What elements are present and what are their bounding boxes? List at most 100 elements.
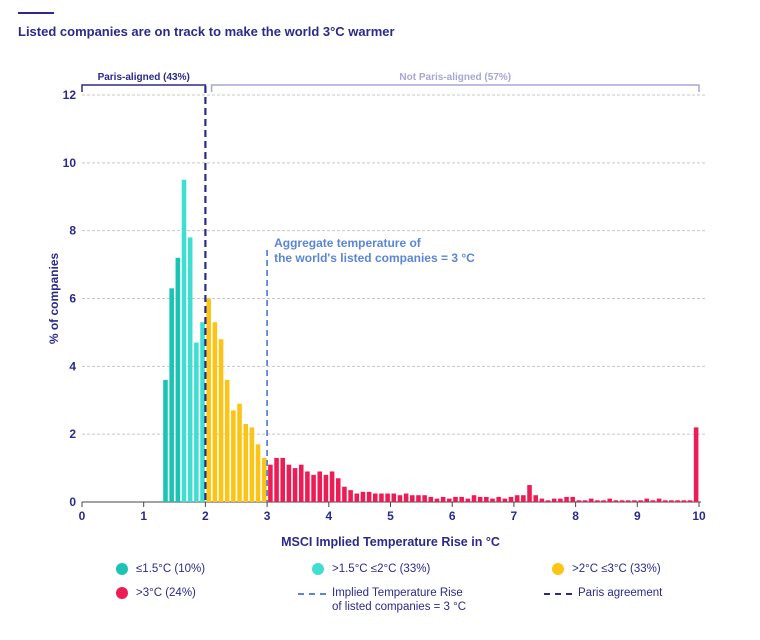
bar	[317, 471, 323, 502]
bar	[335, 478, 341, 502]
legend-swatch	[298, 593, 326, 595]
bar	[311, 474, 316, 502]
x-tick-label: 6	[449, 509, 456, 523]
legend-swatch	[552, 563, 564, 575]
bar	[298, 464, 304, 502]
bar	[372, 493, 378, 502]
bar	[323, 474, 329, 502]
bar	[249, 427, 255, 502]
y-tick-label: 0	[69, 495, 76, 509]
bar	[261, 457, 267, 502]
bar	[206, 298, 211, 502]
x-tick-label: 0	[79, 509, 86, 523]
legend-swatch	[544, 593, 572, 595]
bar	[348, 490, 353, 502]
bar	[539, 498, 545, 502]
bar	[656, 498, 662, 502]
bar	[366, 491, 372, 502]
y-tick-label: 4	[69, 359, 76, 373]
bar	[650, 500, 656, 502]
bar	[280, 457, 286, 502]
bar	[274, 457, 279, 502]
bar	[385, 493, 390, 502]
not-paris-aligned-bracket	[210, 84, 700, 92]
bar	[490, 498, 495, 502]
legend-label: Implied Temperature Rise of listed compa…	[332, 587, 467, 613]
y-tick-label: 10	[63, 156, 77, 170]
x-tick-label: 8	[572, 509, 579, 523]
bar	[514, 495, 520, 502]
legend-label: ≤1.5°C (10%)	[136, 563, 206, 575]
legend-label: Paris agreement	[578, 587, 663, 599]
bar	[169, 288, 174, 502]
y-tick-label: 6	[69, 292, 76, 306]
bar	[521, 495, 526, 502]
bar	[693, 427, 699, 502]
legend-label: >2°C ≤3°C (33%)	[572, 563, 661, 575]
bar	[459, 496, 464, 502]
bar	[255, 444, 261, 502]
bar	[687, 500, 693, 502]
legend-item-paris-agreement: Paris agreement	[544, 586, 662, 600]
x-tick-label: 4	[325, 509, 332, 523]
bar	[496, 496, 501, 502]
bar	[329, 471, 335, 502]
bar	[613, 500, 619, 502]
bar	[243, 423, 248, 502]
bar	[391, 493, 397, 502]
bar	[570, 496, 575, 502]
bar	[428, 496, 434, 502]
bar	[305, 471, 310, 502]
chart-title: Listed companies are on track to make th…	[18, 24, 395, 39]
paris-aligned-bracket	[81, 84, 207, 92]
x-tick-label: 10	[692, 509, 706, 523]
bar	[237, 403, 242, 502]
bar	[268, 464, 273, 502]
x-tick-label: 1	[140, 509, 147, 523]
bar	[502, 498, 508, 502]
bar	[175, 257, 181, 502]
bar	[533, 495, 538, 502]
bar	[453, 496, 458, 502]
y-axis-title: % of companies	[47, 253, 61, 345]
bar	[379, 493, 384, 502]
legend-item-gt-3: >3°C (24%)	[116, 586, 196, 600]
bar	[484, 496, 489, 502]
legend-swatch	[116, 563, 128, 575]
legend-label: >1.5°C ≤2°C (33%)	[332, 563, 431, 575]
bar	[508, 496, 514, 502]
title-accent-rule	[18, 12, 54, 14]
bar	[465, 498, 471, 502]
bar	[675, 500, 680, 502]
bar	[576, 500, 582, 502]
bar	[181, 179, 187, 502]
bar	[360, 491, 366, 502]
legend-item-le-1-5: ≤1.5°C (10%)	[116, 562, 205, 576]
bar	[447, 498, 452, 502]
bar	[231, 410, 236, 502]
bar	[607, 498, 613, 502]
legend-label: >3°C (24%)	[136, 587, 196, 599]
bar	[422, 495, 427, 502]
bracket-label: Paris-aligned (43%)	[98, 72, 190, 83]
bar	[403, 493, 409, 502]
legend-swatch	[312, 563, 324, 575]
bar	[410, 495, 415, 502]
legend-swatch	[116, 587, 128, 599]
bar	[416, 495, 421, 502]
bar	[471, 495, 477, 502]
bar	[224, 379, 230, 502]
legend-item-1-5-to-2: >1.5°C ≤2°C (33%)	[312, 562, 430, 576]
bar	[342, 486, 347, 502]
bar	[632, 500, 637, 502]
bar	[286, 464, 292, 502]
bar	[638, 500, 643, 502]
x-tick-label: 2	[202, 509, 209, 523]
bar	[558, 498, 563, 502]
bar	[595, 500, 600, 502]
bar	[163, 379, 168, 502]
bar	[545, 500, 551, 502]
bar	[212, 322, 218, 502]
bar	[187, 237, 193, 502]
bracket-label: Not Paris-aligned (57%)	[399, 72, 511, 83]
